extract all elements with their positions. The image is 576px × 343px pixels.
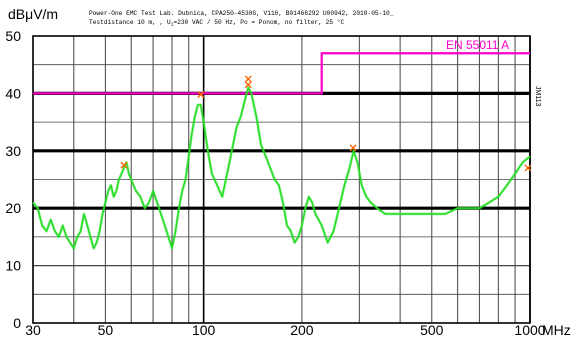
grid: [32, 35, 531, 324]
y-axis-label: dBμV/m: [8, 6, 58, 22]
x-tick-label: 100: [192, 322, 216, 338]
peak-marker-stroke: [244, 75, 252, 83]
x-tick-label: 50: [98, 322, 114, 338]
side-label: JM113: [534, 86, 541, 107]
y-tick-label: 0: [13, 315, 21, 331]
limit-line-en55011a: [33, 52, 530, 95]
peak-marker-stroke: [349, 144, 357, 152]
measurement-series: [31, 86, 531, 250]
peak-marker: [120, 161, 128, 169]
x-tick-label: 500: [420, 322, 444, 338]
peak-marker-stroke: [244, 81, 252, 89]
y-tick-labels: 0 10 20 30 40 50: [5, 28, 21, 331]
y-tick-label: 20: [5, 200, 21, 216]
title-line-2-suffix: =230 VAC / 50 Hz, Po = Ponom, no filter,…: [173, 19, 344, 26]
peak-marker-stroke: [197, 91, 205, 99]
x-tick-label: 30: [25, 322, 41, 338]
peak-markers: [120, 75, 532, 172]
peak-marker: [524, 164, 532, 172]
peak-marker: [197, 91, 205, 99]
x-tick-labels: 30 50 100 200 500 1000: [25, 322, 546, 338]
y-tick-label: 50: [5, 28, 21, 44]
peak-marker-stroke: [120, 161, 128, 169]
x-axis-unit-label: MHz: [542, 322, 571, 338]
y-tick-label: 30: [5, 143, 21, 159]
peak-marker: [349, 144, 357, 152]
chart-title-line-1: Power-One EMC Test Lab. Dubnica, CPA250-…: [89, 10, 394, 17]
limit-line: [33, 52, 530, 95]
peak-marker: [244, 81, 252, 89]
series-line: [32, 87, 531, 250]
y-tick-label: 10: [5, 258, 21, 274]
peak-marker-stroke: [524, 164, 532, 172]
x-tick-label: 1000: [514, 322, 545, 338]
y-tick-label: 40: [5, 85, 21, 101]
x-tick-label: 200: [290, 322, 314, 338]
title-line-2-prefix: Testdistance 10 m, , U: [89, 19, 171, 26]
title-line-2-sub: i: [171, 22, 174, 28]
limit-line-label: EN 55011 A: [446, 38, 509, 52]
series-line-envelope: [31, 86, 531, 250]
peak-marker: [244, 75, 252, 83]
chart-title-line-2: Testdistance 10 m, , Ui=230 VAC / 50 Hz,…: [89, 19, 344, 28]
plot-frame: [32, 35, 531, 324]
